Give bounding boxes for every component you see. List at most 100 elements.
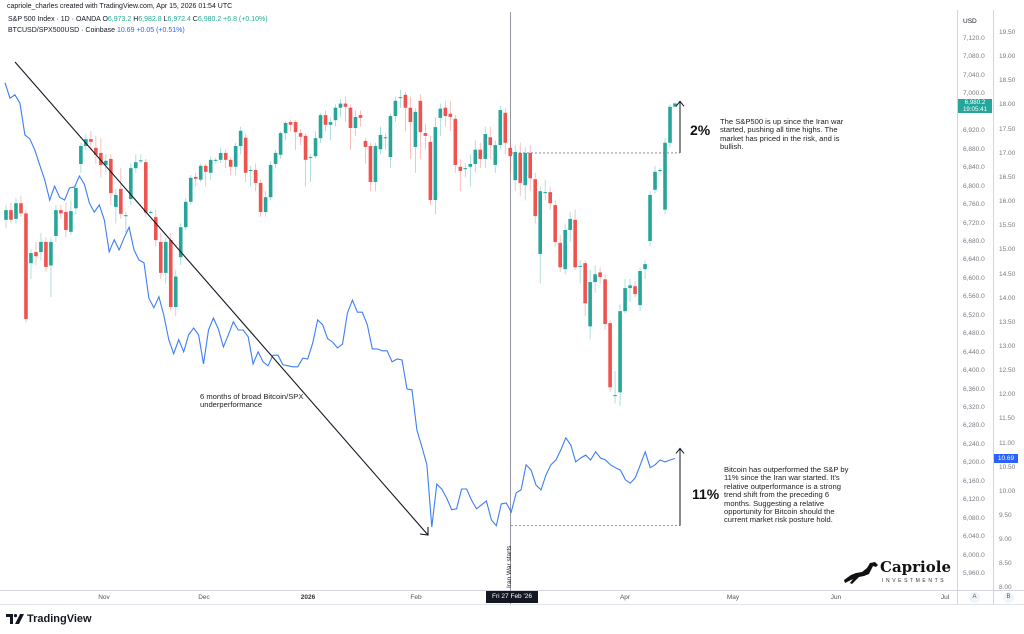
candle[interactable]	[608, 320, 612, 392]
candle[interactable]	[9, 202, 13, 224]
candle[interactable]	[438, 103, 443, 136]
candle[interactable]	[643, 260, 647, 279]
candle[interactable]	[483, 126, 488, 169]
candle[interactable]	[158, 232, 163, 279]
candle[interactable]	[378, 126, 383, 155]
candle[interactable]	[418, 94, 423, 159]
candle[interactable]	[363, 138, 368, 164]
candle[interactable]	[39, 232, 43, 261]
candle[interactable]	[208, 156, 213, 180]
candle[interactable]	[263, 191, 268, 217]
candle[interactable]	[323, 110, 328, 132]
candle[interactable]	[388, 113, 393, 169]
candle[interactable]	[119, 168, 123, 219]
candle[interactable]	[109, 154, 113, 206]
candle[interactable]	[193, 172, 198, 187]
candle[interactable]	[333, 104, 338, 127]
candle[interactable]	[328, 117, 333, 141]
candle[interactable]	[593, 265, 597, 293]
candle[interactable]	[473, 140, 478, 173]
candle[interactable]	[518, 142, 523, 196]
candle[interactable]	[218, 147, 223, 164]
candle[interactable]	[213, 158, 218, 164]
candle[interactable]	[54, 205, 58, 242]
candle[interactable]	[583, 260, 587, 316]
candle[interactable]	[104, 154, 108, 173]
candle[interactable]	[468, 154, 473, 187]
auto-scale-button[interactable]: A	[969, 592, 980, 603]
candle[interactable]	[588, 269, 592, 339]
candle[interactable]	[673, 102, 677, 108]
candle[interactable]	[318, 112, 323, 143]
candle[interactable]	[618, 304, 622, 406]
candle[interactable]	[638, 267, 642, 312]
candle[interactable]	[138, 154, 143, 164]
candle[interactable]	[308, 154, 313, 182]
candle[interactable]	[228, 156, 233, 176]
candle[interactable]	[4, 205, 8, 229]
candle[interactable]	[353, 110, 358, 136]
candle[interactable]	[29, 248, 33, 279]
candle[interactable]	[613, 371, 617, 404]
candle[interactable]	[89, 131, 93, 150]
candle[interactable]	[14, 198, 18, 224]
candle[interactable]	[44, 237, 48, 272]
candle[interactable]	[373, 142, 378, 192]
candle[interactable]	[458, 158, 463, 192]
candle[interactable]	[268, 161, 273, 201]
candle[interactable]	[298, 128, 303, 146]
candle[interactable]	[134, 154, 138, 173]
candle[interactable]	[408, 96, 413, 159]
candle[interactable]	[198, 163, 203, 182]
spx-up-arrow[interactable]	[675, 100, 685, 153]
candle[interactable]	[393, 96, 398, 123]
candle[interactable]	[578, 260, 582, 284]
candle[interactable]	[49, 237, 53, 298]
candle[interactable]	[523, 147, 528, 201]
candle[interactable]	[124, 211, 128, 233]
candle[interactable]	[533, 172, 538, 224]
candle[interactable]	[248, 165, 253, 187]
candle[interactable]	[143, 158, 148, 217]
candle[interactable]	[558, 235, 562, 272]
candle[interactable]	[568, 211, 572, 242]
candle[interactable]	[598, 267, 602, 284]
candle[interactable]	[343, 96, 348, 123]
candle[interactable]	[99, 138, 103, 178]
candle[interactable]	[563, 223, 567, 275]
candle[interactable]	[69, 200, 73, 236]
candle[interactable]	[173, 269, 178, 316]
candle[interactable]	[278, 131, 283, 159]
candle[interactable]	[433, 117, 438, 215]
candle[interactable]	[153, 209, 158, 247]
candle[interactable]	[623, 278, 627, 314]
candle[interactable]	[253, 163, 258, 192]
candle[interactable]	[658, 168, 662, 173]
candle[interactable]	[233, 142, 238, 176]
btc-symbol[interactable]: BTCUSD/SPX500USD · Coinbase	[8, 27, 115, 34]
candle[interactable]	[94, 135, 98, 164]
candle[interactable]	[448, 101, 453, 132]
candle[interactable]	[553, 200, 557, 247]
candle[interactable]	[493, 140, 498, 173]
candle[interactable]	[338, 98, 343, 118]
candle[interactable]	[478, 142, 483, 169]
candle[interactable]	[273, 149, 278, 169]
candle[interactable]	[498, 105, 503, 150]
candle[interactable]	[203, 163, 208, 187]
candle[interactable]	[508, 142, 513, 173]
candle[interactable]	[488, 126, 493, 159]
candle[interactable]	[243, 133, 248, 182]
candle[interactable]	[628, 278, 632, 302]
candle[interactable]	[398, 89, 403, 109]
candle[interactable]	[548, 186, 552, 210]
candle[interactable]	[283, 121, 288, 141]
candle[interactable]	[503, 108, 508, 155]
candle[interactable]	[303, 133, 308, 187]
candle[interactable]	[463, 163, 468, 178]
candle[interactable]	[258, 179, 263, 217]
candle[interactable]	[313, 131, 318, 159]
candle[interactable]	[453, 115, 458, 173]
candle[interactable]	[74, 184, 78, 215]
